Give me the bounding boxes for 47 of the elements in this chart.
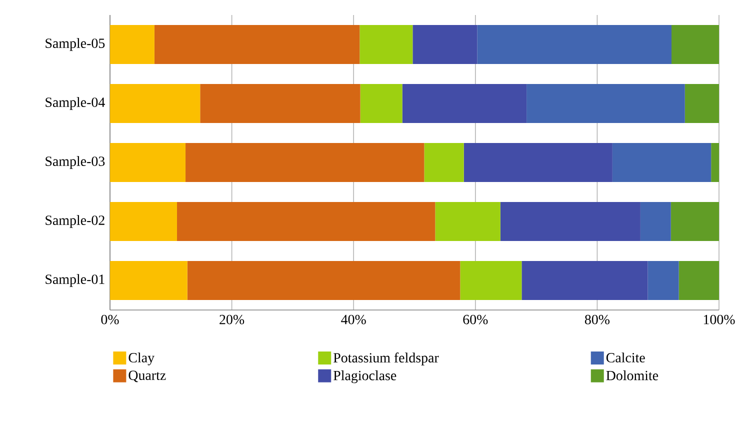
legend-label: Plagioclase [334,370,396,384]
bar [110,261,188,300]
y-tick-label: Sample-05 [46,38,105,51]
bar [360,25,413,64]
y-tick-label: Sample-03 [46,156,105,169]
legend-label: Dolomite [606,370,658,380]
bar [412,25,478,64]
bar [402,84,527,123]
legend-label: Calcite [606,352,645,362]
x-tick-label: 60% [463,314,488,324]
x-tick-label: 0% [101,314,119,324]
legend-label: Quartz [128,370,166,382]
bar [460,261,522,300]
bar [360,84,402,123]
bar [154,25,360,64]
bar [110,202,177,241]
bar [612,143,712,182]
bar [464,143,612,182]
x-tick-label: 20% [220,314,244,324]
legend-label: Clay [128,352,154,366]
bar [435,202,500,241]
y-tick-label: Sample-01 [46,274,104,287]
x-tick-label: 80% [584,314,610,324]
bar [678,261,720,300]
bar [500,202,640,241]
bar [672,25,720,64]
bar [477,25,672,64]
x-tick-label: 40% [341,314,366,324]
bar [110,25,154,64]
bar [200,84,360,123]
bar [522,261,648,300]
bar [648,261,679,300]
y-tick-label: Sample-02 [46,215,104,228]
bar [424,143,464,182]
bar [110,84,200,123]
bar [176,202,436,241]
bar [526,84,685,123]
y-tick-label: Sample-04 [46,97,105,110]
bar [711,143,720,182]
x-tick-label: 100% [704,314,735,324]
bar [187,261,460,300]
bar [110,143,186,182]
bar [684,84,720,123]
legend-label: Potassium feldspar [334,352,439,366]
bar [186,143,424,182]
bar [670,202,720,241]
bar [640,202,671,241]
